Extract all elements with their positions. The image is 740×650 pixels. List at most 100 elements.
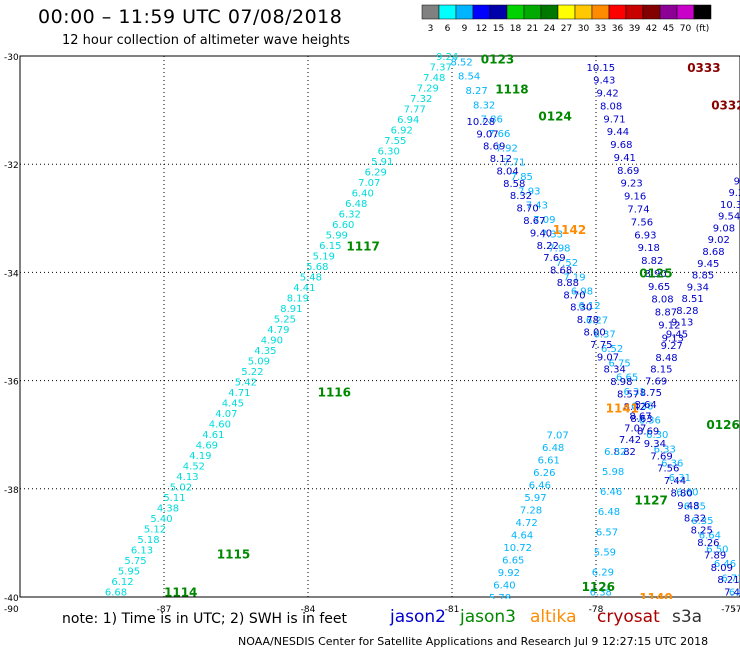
colorbar-label: 15	[493, 24, 504, 34]
wave-height-value: 5.19	[313, 252, 335, 263]
y-tick-label: -38	[4, 486, 19, 496]
wave-height-value: 8.28	[676, 306, 698, 317]
wave-height-value: 9.23	[621, 179, 643, 190]
wave-height-value: 7.56	[631, 217, 653, 228]
wave-height-value: 6.36	[631, 401, 653, 412]
wave-height-value: 5.98	[602, 467, 624, 478]
wave-height-value: 7.44	[664, 476, 686, 487]
wave-height-value: 8.63	[630, 414, 652, 425]
wave-height-value: 10.15	[586, 63, 615, 74]
wave-height-value: 9.92	[498, 568, 520, 579]
wave-height-value: 7.74	[627, 205, 649, 216]
wave-height-value: 7.07	[358, 178, 380, 189]
wave-height-value: 5.97	[524, 493, 546, 504]
wave-height-value: 8.42	[624, 402, 646, 413]
wave-height-value: 8.26	[697, 538, 719, 549]
colorbar-label: 21	[527, 24, 538, 34]
legend-s3a: s3a	[672, 607, 703, 627]
wave-height-value: 8.70	[517, 204, 539, 215]
wave-height-value: 8.58	[503, 179, 525, 190]
wave-height-value: 9.40	[530, 228, 552, 239]
wave-height-value: 6.32	[604, 447, 626, 458]
wave-height-value: 4.38	[157, 504, 179, 515]
wave-height-value: 6.38	[590, 588, 612, 599]
wave-height-value: 9.43	[734, 176, 740, 187]
y-tick-label: -30	[4, 53, 19, 63]
x-tick-label: -81	[445, 605, 460, 615]
pass-time-label: 0125	[639, 266, 672, 280]
wave-height-value: 4.13	[176, 472, 198, 483]
colorbar-label: 24	[544, 24, 556, 34]
wave-height-value: 7.75	[590, 340, 612, 351]
wave-height-value: 9.21	[728, 188, 740, 199]
wave-height-value: 8.69	[483, 142, 505, 153]
wave-height-value: 8.68	[550, 266, 572, 277]
wave-height-value: 8.52	[450, 57, 472, 68]
wave-height-value: 6.27	[586, 315, 608, 326]
wave-height-value: 6.12	[111, 577, 133, 588]
y-tick-label: -34	[4, 269, 19, 279]
x-tick-label: -90	[4, 605, 19, 615]
wave-height-value: 7.89	[704, 550, 726, 561]
wave-height-value: 4.07	[215, 409, 237, 420]
wave-height-value: 6.33	[654, 444, 676, 455]
wave-height-value: 8.70	[563, 290, 585, 301]
wave-height-value: 4.71	[228, 388, 250, 399]
wave-height-value: 8.68	[702, 247, 724, 258]
wave-height-value: 4.72	[515, 518, 537, 529]
legend-note: note: 1) Time is in UTC; 2) SWH is in fe…	[62, 611, 348, 627]
colorbar-label: 33	[595, 24, 606, 34]
wave-height-value: 5.95	[118, 567, 140, 578]
wave-height-value: 6.93	[634, 230, 656, 241]
wave-height-value: 6.64	[699, 530, 721, 541]
wave-height-value: 6.65	[616, 373, 638, 384]
wave-height-value: 5.99	[326, 231, 348, 242]
wave-height-value: 10.28	[466, 117, 495, 128]
wave-height-value: 8.82	[641, 256, 663, 267]
wave-height-value: 4.60	[209, 420, 231, 431]
wave-height-value: 9.24	[436, 52, 458, 63]
colorbar-label: (ft)	[696, 24, 710, 34]
wave-height-value: 7.77	[404, 105, 426, 116]
x-tick-label: -84	[301, 605, 316, 615]
wave-height-value: 6.50	[706, 545, 728, 556]
colorbar-label: 27	[561, 24, 572, 34]
colorbar-label: 9	[462, 24, 468, 34]
pass-time-label: 1141	[606, 402, 639, 416]
wave-height-value: 5.18	[137, 535, 159, 546]
wave-height-value: 8.27	[466, 86, 488, 97]
pass-time-label: 1127	[634, 494, 667, 508]
pass-time-label: 1114	[164, 586, 197, 600]
wave-height-value: 8.82	[614, 447, 636, 458]
wave-height-value: 9.45	[697, 259, 719, 270]
x-tick-label: -75	[733, 605, 740, 615]
wave-height-value: 6.61	[538, 456, 560, 467]
wave-height-value: 4.19	[189, 451, 211, 462]
wave-height-value: 8.51	[681, 294, 703, 305]
wave-height-value: 5.25	[274, 315, 296, 326]
credit-line: NOAA/NESDIS Center for Satellite Applica…	[238, 635, 709, 648]
wave-height-value: 6.35	[691, 516, 713, 527]
wave-height-value: 7.69	[543, 253, 565, 264]
wave-height-value: 8.12	[490, 154, 512, 165]
wave-height-value: 9.44	[607, 127, 629, 138]
wave-height-value: 7.07	[624, 423, 646, 434]
pass-time-label: 1142	[553, 223, 586, 237]
wave-height-value: 9.43	[593, 76, 615, 87]
pass-time-label: 1140	[639, 591, 672, 605]
wave-height-value: 8.69	[617, 166, 639, 177]
wave-height-value: 7.32	[410, 94, 432, 105]
wave-height-value: 8.08	[600, 101, 622, 112]
wave-height-value: 6.94	[397, 115, 419, 126]
wave-height-value: 7.56	[657, 464, 679, 475]
wave-height-value: 6.86	[729, 588, 740, 599]
chart-title: 00:00 – 11:59 UTC 07/08/2018	[38, 6, 343, 28]
wave-height-value: 8.21	[717, 575, 739, 586]
wave-height-value: 4.35	[254, 346, 276, 357]
wave-height-value: 6.92	[391, 126, 413, 137]
wave-height-value: 8.32	[473, 100, 495, 111]
wave-height-value: 8.15	[650, 365, 672, 376]
wave-height-value: 6.46	[714, 559, 736, 570]
wave-height-value: 8.00	[583, 327, 605, 338]
wave-height-value: 5.12	[144, 525, 166, 536]
